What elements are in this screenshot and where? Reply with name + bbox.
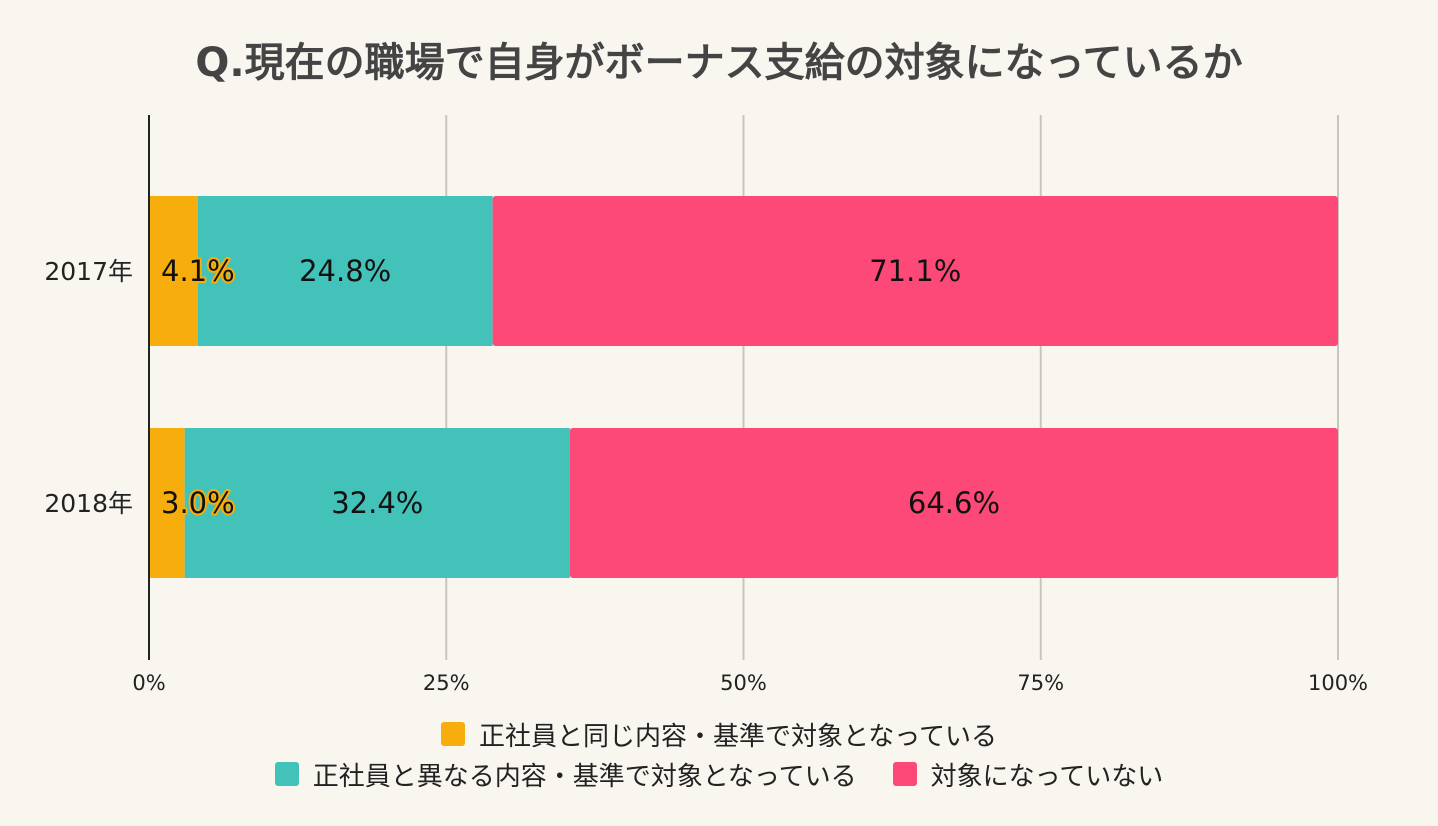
bar-1-0: [149, 428, 185, 578]
bar-1-2: [569, 428, 1338, 578]
x-tick-label-0: 0%: [132, 671, 165, 695]
legend-row-1: 正社員と同じ内容・基準で対象となっている: [0, 714, 1438, 754]
bar-0-2: [492, 196, 1339, 346]
legend-label-same-criteria: 正社員と同じ内容・基準で対象となっている: [479, 721, 997, 752]
bar-0-1: [197, 196, 493, 346]
legend-swatch-same-criteria: [441, 722, 466, 746]
data-label-1-1: 32.4%: [331, 486, 423, 520]
legend-swatch-different-criteria: [274, 762, 299, 786]
data-label-0-2: 71.1%: [869, 254, 961, 288]
legend-item-different-criteria: 正社員と異なる内容・基準で対象となっている: [274, 756, 857, 793]
legend-item-not-eligible: 対象になっていない: [892, 756, 1164, 793]
bar-1-1: [184, 428, 570, 578]
x-tick-label-25: 25%: [423, 671, 470, 695]
legend-label-different-criteria: 正社員と異なる内容・基準で対象となっている: [312, 761, 857, 792]
legend-swatch-not-eligible: [892, 762, 917, 786]
bar-0-0: [149, 196, 198, 346]
legend-item-same-criteria: 正社員と同じ内容・基準で対象となっている: [441, 716, 997, 753]
chart-title: Q.現在の職場で自身がボーナス支給の対象になっているか: [195, 40, 1243, 86]
legend: 正社員と同じ内容・基準で対象となっている 正社員と異なる内容・基準で対象となって…: [0, 714, 1438, 794]
x-tick-label-100: 100%: [1308, 671, 1368, 695]
data-label-0-0: 4.1%: [161, 254, 235, 288]
legend-label-not-eligible: 対象になっていない: [930, 761, 1164, 792]
x-tick-label-50: 50%: [720, 671, 767, 695]
data-label-1-2: 64.6%: [908, 486, 1000, 520]
legend-row-2: 正社員と異なる内容・基準で対象となっている 対象になっていない: [0, 754, 1438, 794]
x-tick-label-75: 75%: [1017, 671, 1064, 695]
category-label-1: 2018年: [44, 489, 133, 518]
data-label-1-0: 3.0%: [161, 486, 235, 520]
category-label-0: 2017年: [44, 257, 133, 286]
data-label-0-1: 24.8%: [299, 254, 391, 288]
